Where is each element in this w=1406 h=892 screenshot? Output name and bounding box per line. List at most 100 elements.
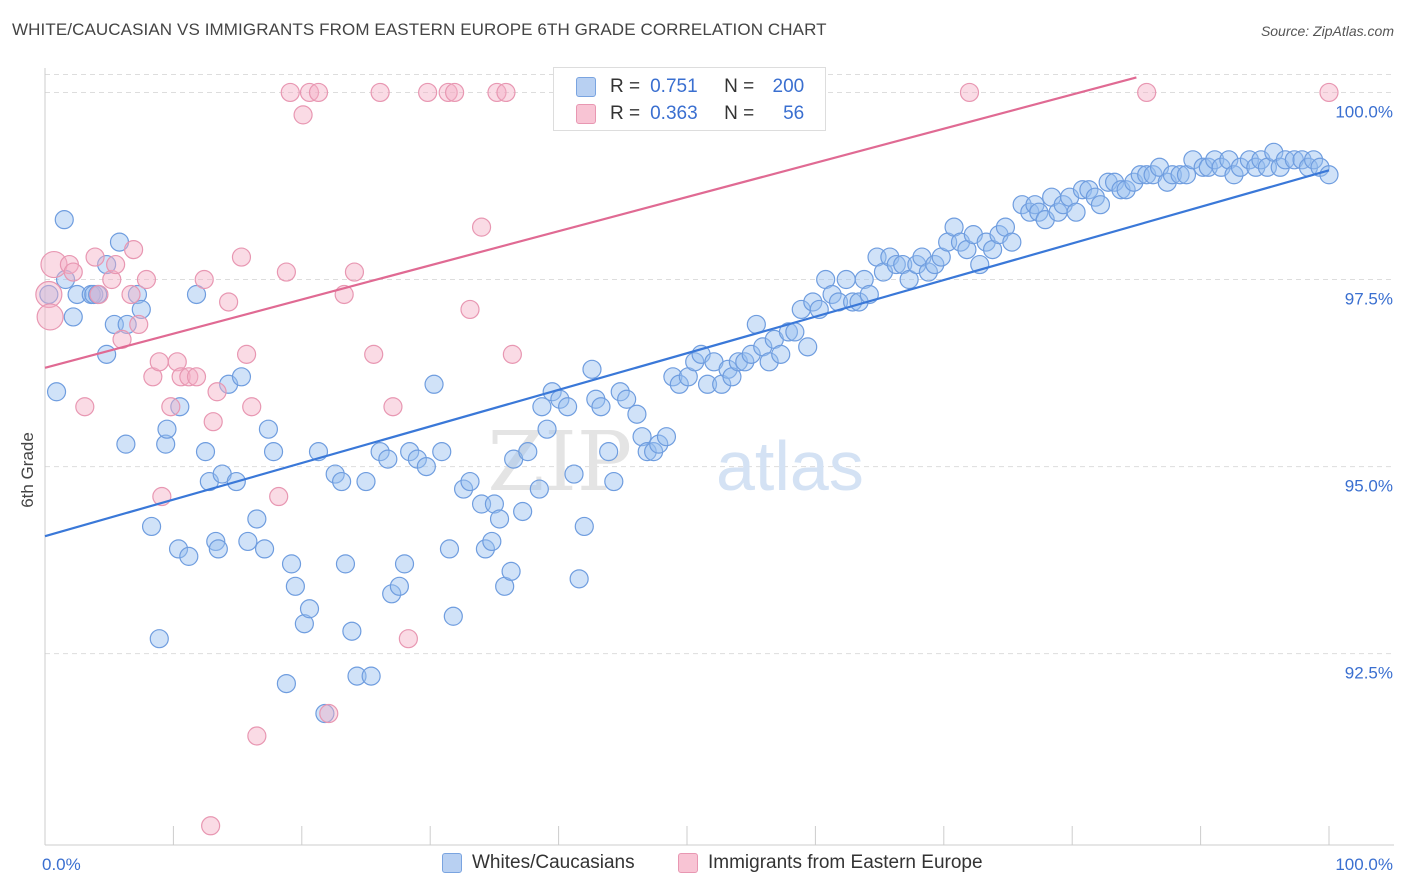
whites-point-139: [925, 254, 945, 275]
y-tick-label-1: 95.0%: [1345, 477, 1393, 496]
immigrants-point-51: [496, 82, 516, 103]
whites-point-38: [276, 673, 296, 694]
whites-point-138: [918, 262, 938, 282]
whites-point-187: [1239, 150, 1259, 170]
immigrants-point-32: [269, 486, 289, 507]
whites-point-101: [685, 352, 705, 372]
whites-point-76: [529, 479, 549, 499]
whites-trend-line: [44, 169, 1330, 538]
watermark-zip: ZIP: [487, 415, 632, 510]
whites-point-17: [141, 516, 162, 537]
whites-point-155: [1029, 202, 1049, 222]
legend-row-whites: R = 0.751 N = 200: [576, 73, 804, 101]
whites-point-78: [537, 419, 557, 439]
y-axis-label: 6th Grade: [18, 432, 37, 508]
bottom-legend-label-whites: Whites/Caucasians: [472, 852, 635, 873]
immigrants-point-29: [236, 344, 257, 364]
whites-point-97: [656, 427, 677, 447]
whites-point-10: [97, 344, 117, 364]
legend-r-label: R =: [610, 103, 641, 124]
whites-point-98: [663, 367, 683, 387]
whites-point-33: [238, 531, 258, 552]
whites-point-40: [285, 576, 305, 596]
immigrants-point-52: [502, 344, 522, 364]
immigrants-point-47: [444, 82, 465, 103]
whites-point-90: [610, 382, 630, 402]
legend-r-value: 0.363: [650, 103, 698, 124]
whites-point-135: [899, 269, 919, 290]
whites-point-28: [208, 539, 228, 559]
immigrants-point-24: [201, 816, 221, 836]
legend-swatch-immigrants: [576, 104, 596, 124]
whites-point-195: [1292, 150, 1312, 170]
immigrants-point-25: [203, 412, 223, 432]
legend-n-value: 56: [783, 103, 805, 124]
whites-point-45: [325, 464, 345, 484]
whites-point-199: [1319, 165, 1339, 185]
x-tick-label-1: 100.0%: [1335, 855, 1393, 874]
whites-point-163: [1079, 180, 1099, 200]
whites-point-70: [489, 509, 510, 529]
immigrants-point-23: [194, 269, 214, 290]
whites-point-42: [299, 599, 320, 619]
immigrants-point-26: [207, 382, 227, 402]
whites-point-83: [569, 569, 589, 589]
y-tick-label-2: 97.5%: [1345, 290, 1393, 309]
whites-point-61: [432, 442, 452, 462]
immigrants-point-33: [276, 262, 296, 282]
immigrants-point-43: [383, 397, 403, 417]
whites-point-133: [886, 254, 906, 275]
whites-point-59: [416, 456, 436, 477]
immigrants-point-6: [85, 247, 105, 267]
bottom-legend-whites: Whites/Caucasians: [442, 852, 635, 874]
immigrants-point-41: [364, 344, 384, 364]
immigrants-point-12: [123, 239, 144, 260]
tick-labels: 92.5% 95.0% 97.5% 100.0% 0.0% 100.0%: [42, 102, 1393, 874]
immigrants-point-4: [63, 262, 83, 282]
whites-point-197: [1303, 150, 1324, 170]
whites-point-50: [356, 471, 376, 492]
immigrants-point-5: [75, 397, 95, 417]
whites-point-63: [443, 606, 463, 626]
whites-point-48: [342, 621, 362, 641]
whites-point-25: [195, 442, 216, 462]
whites-point-128: [854, 269, 874, 290]
whites-point-1: [46, 382, 67, 402]
bottom-legend-swatch-whites: [442, 853, 462, 873]
whites-point-23: [179, 546, 199, 566]
whites-point-125: [836, 269, 856, 290]
whites-point-94: [637, 442, 657, 462]
whites-point-52: [370, 442, 390, 462]
immigrants-point-34: [280, 82, 300, 103]
series-immigrants-points: [35, 82, 1339, 836]
immigrants-point-20: [171, 367, 191, 387]
immigrants-point-9: [106, 254, 126, 275]
bottom-legend-label-immigrants: Immigrants from Eastern Europe: [708, 852, 983, 873]
immigrants-point-31: [247, 726, 267, 746]
whites-point-72: [501, 561, 521, 581]
immigrants-point-11: [121, 284, 141, 305]
chart-title: WHITE/CAUCASIAN VS IMMIGRANTS FROM EASTE…: [12, 20, 827, 39]
whites-point-88: [599, 442, 619, 462]
whites-point-117: [785, 322, 805, 342]
immigrants-point-45: [418, 82, 438, 103]
whites-point-185: [1224, 165, 1244, 185]
immigrants-point-16: [149, 352, 169, 372]
whites-point-176: [1162, 165, 1182, 185]
immigrants-point-37: [308, 82, 329, 103]
whites-point-81: [557, 397, 578, 417]
immigrants-point-8: [102, 269, 122, 290]
whites-point-93: [632, 427, 652, 447]
legend-n-label: N =: [724, 76, 755, 97]
immigrants-point-55: [959, 82, 980, 103]
immigrants-point-48: [460, 299, 480, 320]
immigrants-point-1: [40, 250, 68, 279]
whites-point-169: [1116, 180, 1136, 200]
whites-point-167: [1104, 172, 1125, 192]
whites-point-92: [627, 404, 647, 424]
whites-point-87: [591, 397, 611, 417]
whites-point-55: [389, 576, 409, 596]
whites-point-46: [332, 471, 352, 492]
immigrants-point-27: [219, 292, 239, 312]
immigrants-point-14: [136, 269, 157, 290]
